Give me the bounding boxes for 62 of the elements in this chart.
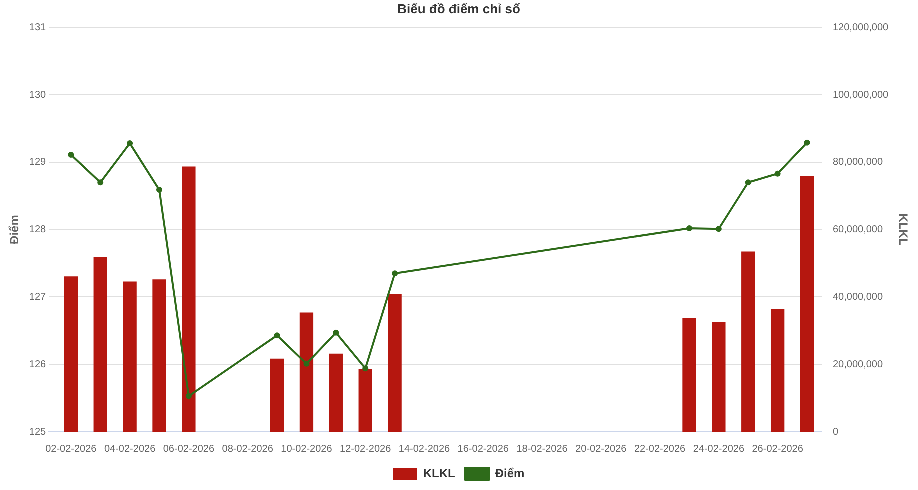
legend-label: KLKL bbox=[423, 466, 456, 480]
bar bbox=[329, 354, 343, 432]
bar bbox=[770, 309, 785, 432]
y2-tick-label: 60,000,000 bbox=[832, 224, 884, 236]
point bbox=[156, 187, 162, 194]
x-tick-label: 08-02-2026 bbox=[222, 444, 274, 455]
y2-tick-label: 100,000,000 bbox=[832, 90, 890, 101]
x-tick-label: 26-02-2026 bbox=[752, 444, 804, 455]
chart-title: Biểu đồ điểm chỉ số bbox=[398, 1, 520, 16]
point bbox=[304, 360, 310, 367]
x-tick-label: 02-02-2026 bbox=[46, 444, 98, 455]
bar bbox=[300, 312, 314, 432]
bar bbox=[742, 252, 756, 432]
x-tick-label: 20-02-2026 bbox=[576, 444, 628, 455]
bar bbox=[800, 176, 814, 432]
x-tick-label: 18-02-2026 bbox=[516, 444, 568, 455]
x-tick-label: 12-02-2026 bbox=[340, 444, 392, 455]
y2-tick-label: 20,000,000 bbox=[832, 359, 884, 370]
point bbox=[68, 152, 74, 158]
y-tick-label: 127 bbox=[29, 292, 47, 303]
bar bbox=[270, 358, 284, 432]
y-tick-label: 128 bbox=[29, 224, 47, 236]
y-tick-label: 125 bbox=[29, 426, 47, 438]
bar bbox=[712, 322, 726, 432]
y2-tick-label: 40,000,000 bbox=[832, 292, 884, 303]
bar bbox=[182, 166, 196, 432]
x-tick-label: 06-02-2026 bbox=[163, 444, 215, 455]
point bbox=[716, 226, 722, 232]
x-tick-label: 22-02-2026 bbox=[634, 444, 686, 455]
bar bbox=[388, 294, 402, 432]
point bbox=[745, 180, 752, 186]
x-tick-label: 10-02-2026 bbox=[281, 444, 333, 455]
point bbox=[362, 366, 369, 372]
legend-label: Điểm bbox=[495, 466, 525, 480]
y2-tick-label: 120,000,000 bbox=[832, 22, 890, 34]
point bbox=[98, 180, 104, 186]
point bbox=[186, 393, 192, 400]
y-tick-label: 126 bbox=[29, 359, 47, 370]
y-axis-title: Điểm bbox=[8, 215, 22, 244]
bar bbox=[682, 318, 696, 432]
y2-tick-label: 80,000,000 bbox=[832, 157, 884, 168]
bar bbox=[358, 368, 372, 432]
x-tick-label: 16-02-2026 bbox=[458, 444, 510, 455]
x-tick-label: 04-02-2026 bbox=[104, 444, 156, 455]
bar bbox=[94, 257, 108, 432]
x-tick-label: 14-02-2026 bbox=[398, 444, 451, 455]
point bbox=[274, 332, 280, 339]
point bbox=[333, 330, 340, 336]
y-tick-label: 131 bbox=[29, 22, 47, 34]
bar bbox=[64, 276, 78, 432]
point bbox=[774, 170, 781, 177]
bar bbox=[152, 280, 166, 432]
y2-tick-label: 0 bbox=[832, 426, 839, 438]
y-tick-label: 129 bbox=[29, 157, 47, 168]
y-tick-label: 130 bbox=[29, 90, 47, 101]
point bbox=[392, 270, 398, 277]
point bbox=[127, 140, 134, 147]
x-tick-label: 24-02-2026 bbox=[693, 444, 745, 455]
y2-axis-title: KLKL bbox=[896, 214, 910, 246]
point bbox=[686, 225, 692, 232]
point bbox=[804, 140, 810, 146]
bar bbox=[123, 282, 137, 432]
